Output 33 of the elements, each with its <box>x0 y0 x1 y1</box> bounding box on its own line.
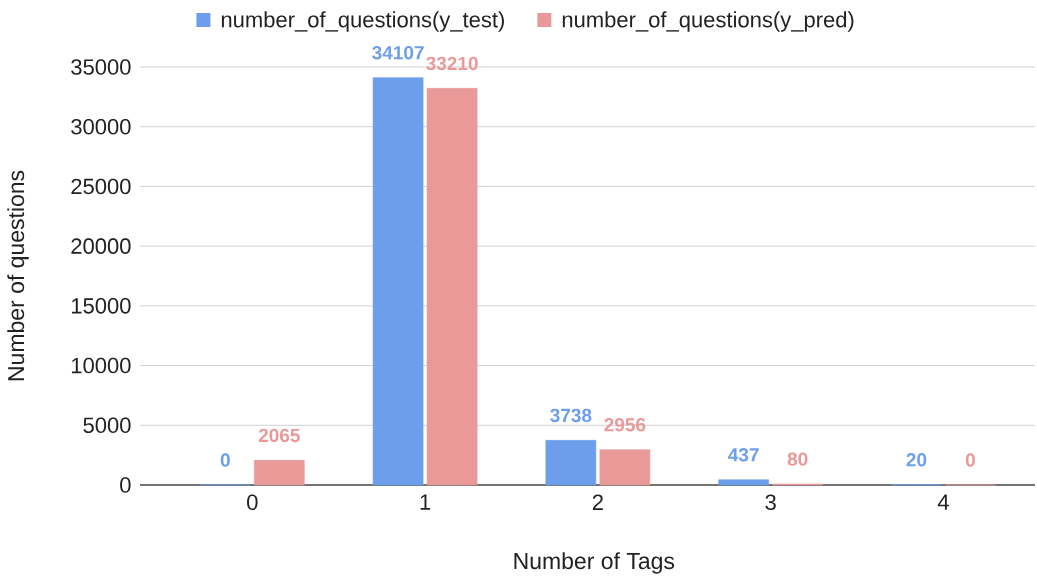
bar <box>372 77 424 486</box>
x-tick-label: 4 <box>937 494 949 510</box>
bar <box>254 460 305 486</box>
bar <box>545 440 597 486</box>
bar <box>599 449 651 486</box>
x-axis-title: Number of Tags <box>514 552 675 574</box>
legend-label: number_of_questions(y_test) <box>221 11 504 32</box>
data-label: 0 <box>965 453 975 467</box>
data-label: 2065 <box>258 428 300 443</box>
y-tick-label: 25000 <box>71 178 131 195</box>
data-label: 2956 <box>604 418 646 432</box>
y-tick-label: 10000 <box>71 357 131 374</box>
x-tick-label: 2 <box>592 494 603 510</box>
bar <box>718 479 769 486</box>
x-tick-label: 3 <box>765 494 776 511</box>
x-tick-label: 0 <box>247 494 258 511</box>
y-tick-label: 5000 <box>83 417 131 434</box>
data-label: 437 <box>728 448 759 462</box>
data-label: 3738 <box>550 408 592 423</box>
data-label: 20 <box>906 453 927 467</box>
bar <box>426 88 478 486</box>
data-label: 34107 <box>372 45 424 60</box>
data-label: 80 <box>787 452 808 466</box>
y-tick-label: 20000 <box>71 238 131 254</box>
y-tick-label: 35000 <box>71 59 131 75</box>
legend-label: number_of_questions(y_pred) <box>562 11 854 32</box>
y-tick-label: 0 <box>120 477 131 493</box>
y-tick-label: 15000 <box>71 298 131 314</box>
data-label: 33210 <box>426 56 478 71</box>
x-tick-label: 1 <box>420 494 431 510</box>
data-label: 0 <box>220 453 230 467</box>
y-tick-label: 30000 <box>71 118 131 135</box>
y-axis-title: Number of questions <box>7 170 29 381</box>
